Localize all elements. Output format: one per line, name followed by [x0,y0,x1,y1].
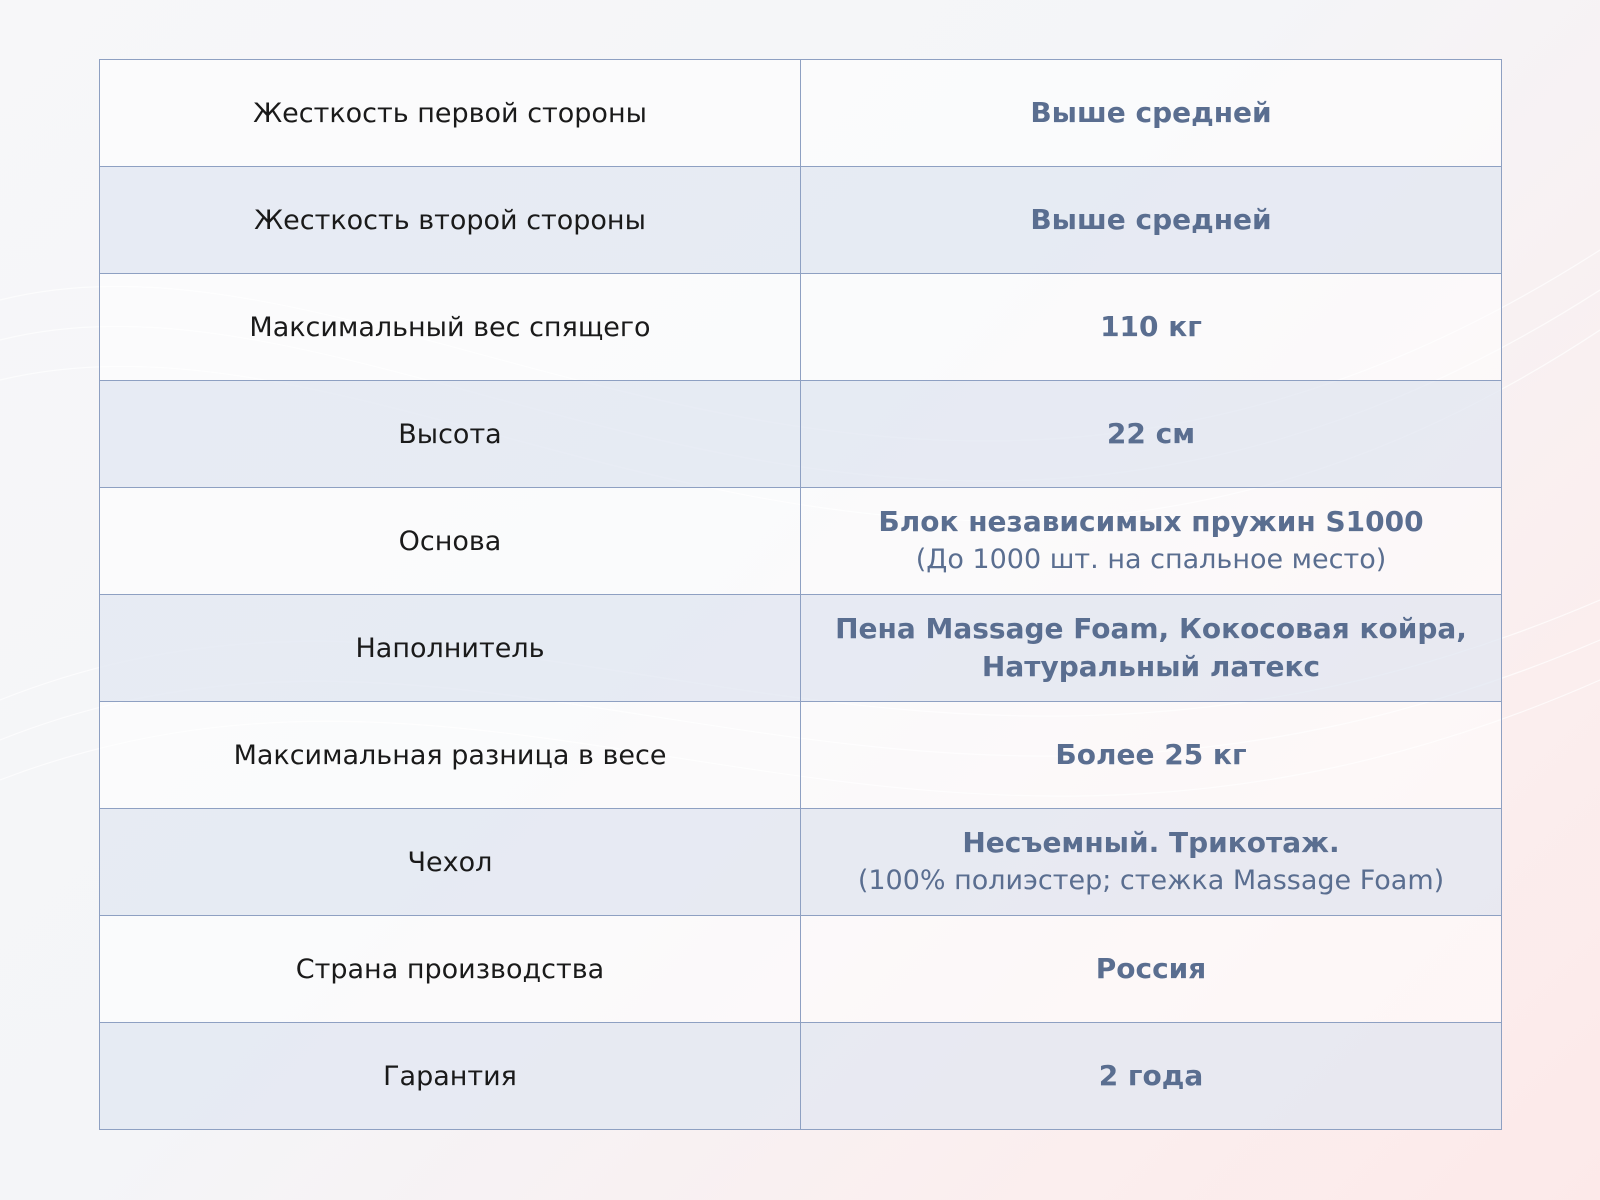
spec-value: Пена Massage Foam, Кокосовая койра, Нату… [835,612,1467,683]
spec-value: 2 года [1098,1059,1204,1092]
spec-label: Высота [99,380,801,488]
spec-label: Жесткость первой стороны [99,59,801,167]
spec-value: 22 см [1106,417,1196,450]
spec-value: Выше средней [1030,96,1272,129]
spec-value-note: (100% полиэстер; стежка Massage Foam) [857,865,1445,896]
spec-value-cell: Выше средней [800,166,1502,274]
spec-value-cell: Пена Massage Foam, Кокосовая койра, Нату… [800,594,1502,702]
spec-label: Максимальный вес спящего [99,273,801,381]
spec-label: Наполнитель [99,594,801,702]
spec-row: Чехол Несъемный. Трикотаж. (100% полиэстер… [99,808,1502,916]
spec-value: 110 кг [1100,310,1202,343]
spec-value: Более 25 кг [1055,738,1247,771]
spec-row: Высота 22 см [99,380,1502,488]
spec-row: Страна производства Россия [99,915,1502,1023]
spec-row: Максимальная разница в весе Более 25 кг [99,701,1502,809]
spec-label: Основа [99,487,801,595]
spec-label: Чехол [99,808,801,916]
spec-label: Страна производства [99,915,801,1023]
spec-row: Гарантия 2 года [99,1022,1502,1130]
specs-table: Жесткость первой стороны Выше средней Жест… [99,59,1502,1130]
spec-row: Жесткость первой стороны Выше средней [99,59,1502,167]
spec-label: Жесткость второй стороны [99,166,801,274]
spec-value: Выше средней [1030,203,1272,236]
spec-label: Гарантия [99,1022,801,1130]
spec-value-cell: Россия [800,915,1502,1023]
spec-row: Жесткость второй стороны Выше средней [99,166,1502,274]
spec-value-cell: 2 года [800,1022,1502,1130]
spec-value-cell: Более 25 кг [800,701,1502,809]
spec-value-cell: Выше средней [800,59,1502,167]
spec-value-cell: 22 см [800,380,1502,488]
spec-value-cell: 110 кг [800,273,1502,381]
spec-value: Россия [1095,952,1207,985]
spec-value-note: (До 1000 шт. на спальное место) [915,544,1387,575]
spec-label: Максимальная разница в весе [99,701,801,809]
spec-value: Блок независимых пружин S1000 [878,505,1424,538]
spec-value: Несъемный. Трикотаж. [962,826,1340,859]
spec-row: Максимальный вес спящего 110 кг [99,273,1502,381]
spec-row: Наполнитель Пена Massage Foam, Кокосовая … [99,594,1502,702]
spec-value-cell: Несъемный. Трикотаж. (100% полиэстер; сте… [800,808,1502,916]
spec-row: Основа Блок независимых пружин S1000 (До 1… [99,487,1502,595]
spec-value-cell: Блок независимых пружин S1000 (До 1000 шт… [800,487,1502,595]
